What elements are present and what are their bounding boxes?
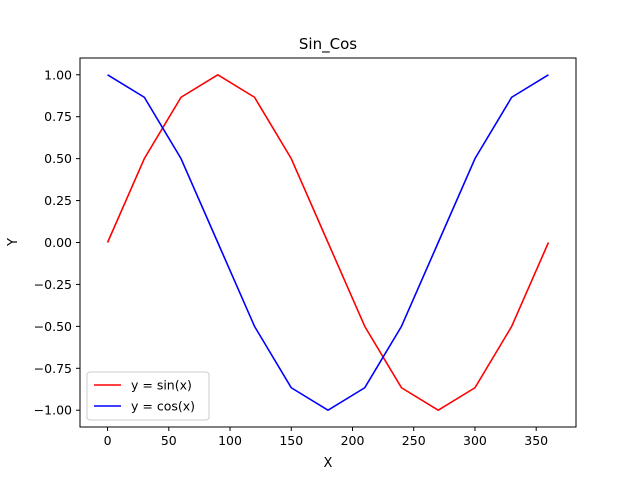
- x-tick-label: 250: [402, 433, 426, 448]
- y-tick-label: −1.00: [34, 403, 72, 418]
- x-tick-label: 50: [161, 433, 177, 448]
- y-tick-label: 1.00: [44, 67, 72, 82]
- chart-title: Sin_Cos: [299, 35, 357, 54]
- x-tick-label: 150: [279, 433, 303, 448]
- y-tick-label: 0.75: [44, 109, 72, 124]
- series-line-0: [106, 73, 550, 412]
- y-tick-label: 0.00: [44, 235, 72, 250]
- x-tick-label: 350: [524, 433, 548, 448]
- legend-label-1: y = cos(x): [131, 399, 195, 414]
- legend-box: [86, 371, 210, 421]
- x-axis-label: X: [324, 456, 333, 471]
- legend: y = sin(x) y = cos(x): [86, 371, 210, 421]
- legend-label-0: y = sin(x): [131, 378, 192, 393]
- x-tick-label: 0: [104, 433, 112, 448]
- y-tick-label: −0.75: [34, 361, 72, 376]
- series-line-1: [107, 74, 549, 412]
- plot-area: 0 50 100 150 200 250 300 350 −1.00 −0.75 −0.50 −0.2…: [34, 57, 577, 448]
- y-axis-label: Y: [6, 238, 21, 247]
- y-tick-label: 0.50: [44, 151, 72, 166]
- x-tick-label: 100: [218, 433, 242, 448]
- x-tick-label: 300: [463, 433, 487, 448]
- y-tick-label: −0.25: [34, 277, 72, 292]
- x-tick-label: 200: [341, 433, 365, 448]
- y-tick-label: −0.50: [34, 319, 72, 334]
- y-tick-label: 0.25: [44, 193, 72, 208]
